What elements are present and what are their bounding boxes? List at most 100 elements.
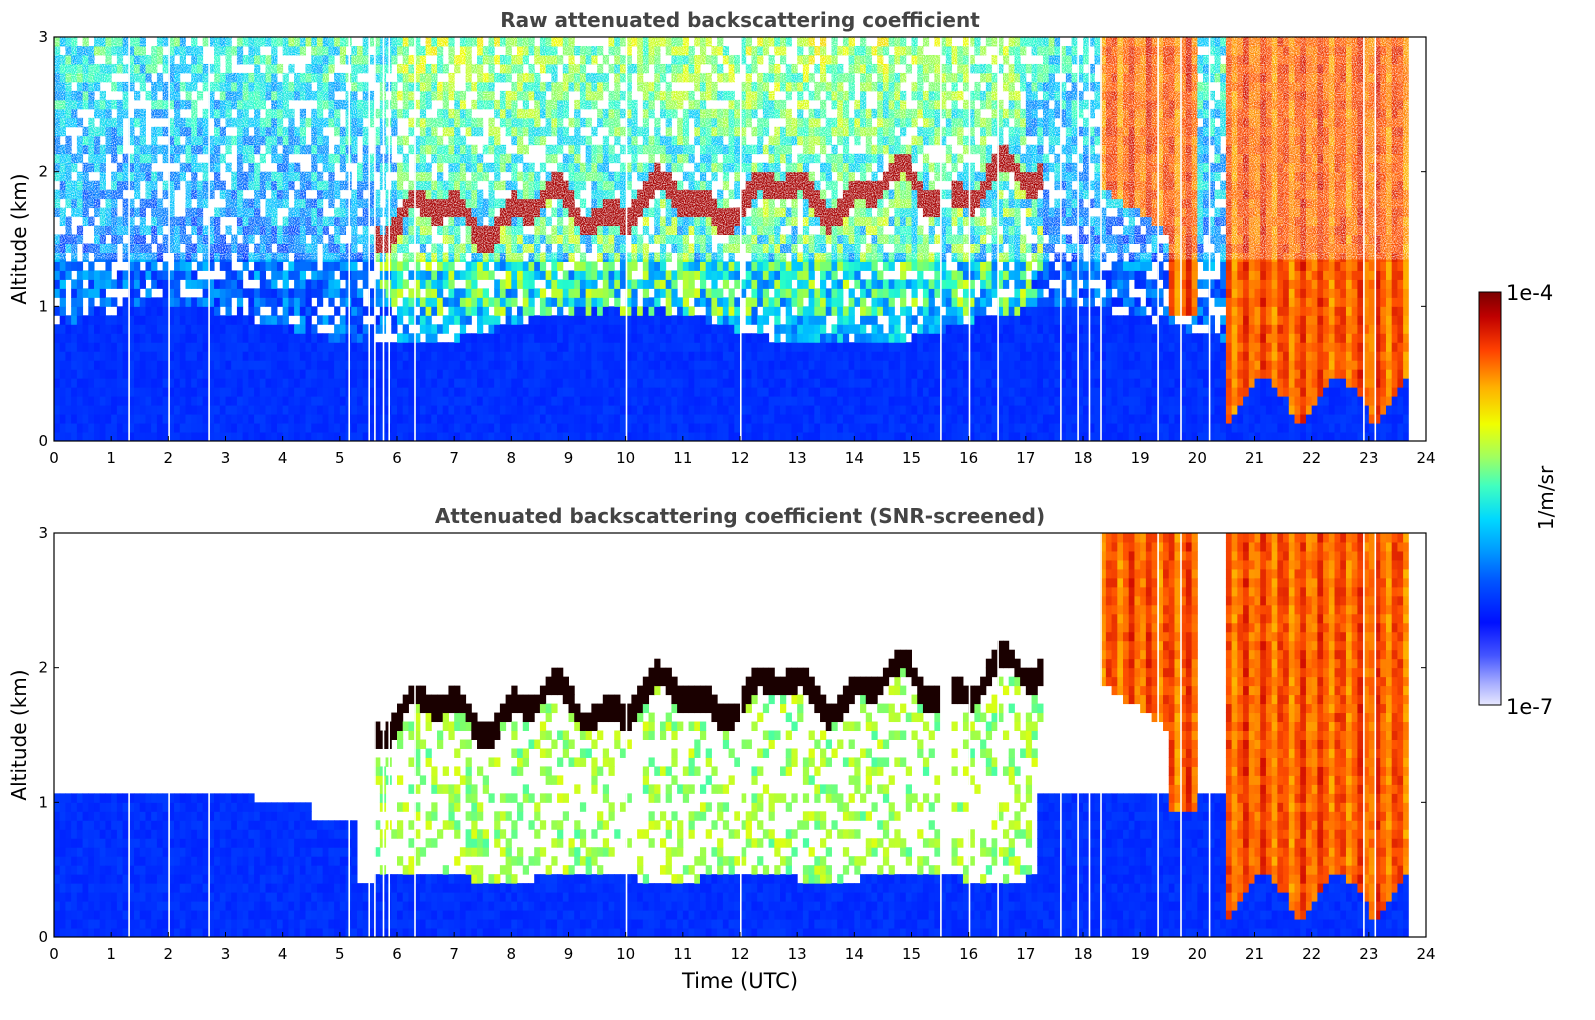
heatmap-cell [431, 405, 438, 415]
heatmap-cell [780, 324, 787, 334]
heatmap-cell [711, 324, 718, 334]
heatmap-cell [642, 306, 650, 316]
heatmap-cell [597, 270, 604, 280]
heatmap-cell [225, 288, 232, 298]
heatmap-cell [208, 414, 215, 424]
heatmap-cell [791, 360, 798, 370]
heatmap-cell [116, 423, 124, 433]
heatmap-cell [391, 369, 398, 379]
heatmap-cell [214, 333, 221, 343]
heatmap-cell [648, 414, 655, 424]
heatmap-cell [191, 423, 198, 433]
heatmap-cell [585, 342, 592, 352]
heatmap-cell [322, 414, 329, 424]
heatmap-cell [465, 288, 472, 298]
heatmap-cell [185, 360, 192, 370]
heatmap-cell [276, 351, 284, 361]
heatmap-cell [648, 342, 655, 352]
heatmap-cell [802, 432, 810, 442]
heatmap-cell [579, 324, 587, 334]
heatmap-cell [82, 405, 89, 415]
heatmap-cell [505, 414, 512, 424]
heatmap-cell [311, 306, 318, 316]
heatmap-cell [105, 351, 112, 361]
heatmap-cell [608, 378, 615, 388]
heatmap-cell [654, 315, 661, 325]
heatmap-cell [442, 405, 449, 415]
heatmap-cell [717, 306, 724, 316]
heatmap-cell [768, 378, 775, 388]
heatmap-cell [219, 432, 226, 442]
heatmap-cell [425, 342, 432, 352]
heatmap-cell [522, 387, 529, 397]
heatmap-cell [762, 315, 770, 325]
heatmap-cell [356, 378, 364, 388]
heatmap-cell [745, 396, 752, 406]
heatmap-cell [111, 387, 118, 397]
heatmap-cell [414, 333, 421, 343]
heatmap-cell [728, 306, 735, 316]
heatmap-cell [116, 369, 124, 379]
heatmap-cell [619, 387, 627, 397]
heatmap-cell [391, 405, 398, 415]
heatmap-cell [448, 315, 455, 325]
heatmap-cell [145, 324, 152, 334]
heatmap-cell [705, 261, 712, 271]
heatmap-cell [425, 297, 432, 307]
heatmap-cell [202, 432, 209, 442]
heatmap-cell [477, 423, 484, 433]
heatmap-cell [196, 279, 204, 289]
heatmap-cell [128, 414, 135, 424]
heatmap-cell [179, 333, 186, 343]
heatmap-cell [414, 288, 421, 298]
heatmap-cell [448, 360, 455, 370]
heatmap-cell [225, 315, 232, 325]
heatmap-cell [139, 342, 146, 352]
heatmap-cell [682, 378, 690, 388]
heatmap-cell [528, 405, 535, 415]
heatmap-cell [625, 333, 632, 343]
heatmap-cell [128, 360, 135, 370]
heatmap-cell [802, 423, 810, 433]
heatmap-cell [168, 369, 175, 379]
heatmap-cell [402, 306, 409, 316]
heatmap-cell [265, 423, 272, 433]
heatmap-cell [722, 297, 730, 307]
heatmap-cell [271, 270, 278, 280]
heatmap-cell [191, 342, 198, 352]
heatmap-cell [431, 342, 438, 352]
heatmap-cell [528, 306, 535, 316]
heatmap-cell [179, 342, 186, 352]
heatmap-cell [437, 288, 444, 298]
heatmap-cell [722, 351, 730, 361]
heatmap-cell [437, 297, 444, 307]
heatmap-cell [631, 405, 638, 415]
heatmap-cell [425, 279, 432, 289]
heatmap-cell [362, 261, 369, 271]
heatmap-cell [762, 270, 770, 280]
heatmap-cell [688, 279, 695, 289]
heatmap-cell [734, 270, 741, 280]
heatmap-cell [682, 423, 690, 433]
heatmap-cell [648, 270, 655, 280]
heatmap-cell [156, 405, 164, 415]
heatmap-cell [294, 306, 301, 316]
heatmap-cell [397, 315, 404, 325]
heatmap-cell [311, 378, 318, 388]
heatmap-cell [471, 405, 478, 415]
heatmap-cell [299, 270, 307, 280]
heatmap-cell [642, 297, 650, 307]
heatmap-cell [665, 351, 672, 361]
heatmap-cell [517, 351, 524, 361]
heatmap-cell [408, 360, 415, 370]
heatmap-cell [534, 333, 541, 343]
heatmap-cell [465, 306, 472, 316]
heatmap-cell [557, 405, 564, 415]
heatmap-cell [322, 432, 329, 442]
heatmap-cell [597, 324, 604, 334]
heatmap-cell [225, 333, 232, 343]
heatmap-cell [614, 288, 621, 298]
heatmap-cell [185, 432, 192, 442]
heatmap-cell [757, 414, 764, 424]
heatmap-cell [288, 351, 295, 361]
